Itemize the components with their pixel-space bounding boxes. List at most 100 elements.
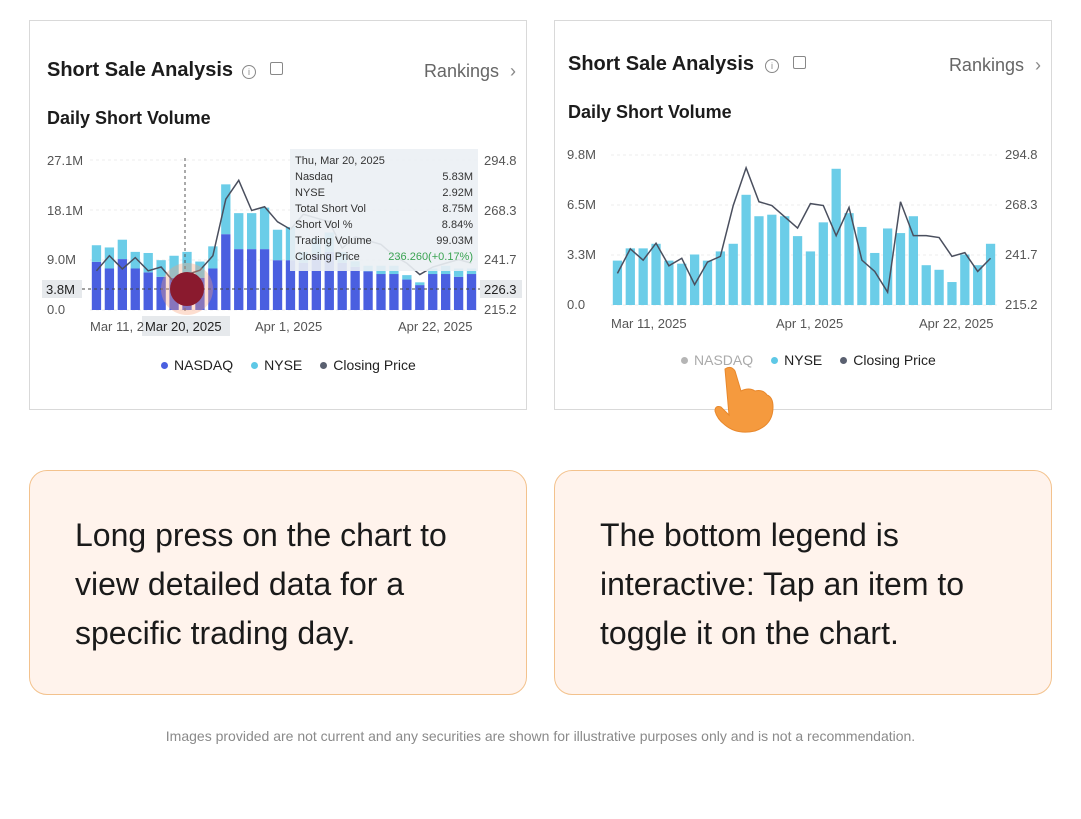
x-tick: Mar 11, 2	[90, 319, 144, 334]
y-right-tick: 294.8	[484, 153, 517, 168]
y-right-tick: 268.3	[484, 203, 517, 218]
bar-nyse	[402, 275, 412, 280]
bar-nyse	[908, 216, 918, 305]
bar-nyse	[117, 239, 127, 260]
legend-item-nyse[interactable]: NYSE	[771, 352, 822, 368]
tooltip-row: Total Short Vol 8.75M	[295, 203, 473, 215]
tooltip-date: Thu, Mar 20, 2025	[295, 155, 385, 167]
bar-nasdaq	[259, 249, 270, 310]
disclaimer: Images provided are not current and any …	[165, 728, 916, 744]
bar-nyse	[221, 184, 231, 235]
bar-nasdaq	[311, 254, 321, 310]
share-icon[interactable]	[792, 56, 806, 69]
bar-nyse	[143, 252, 153, 273]
rankings-link[interactable]: Rankings ›	[424, 61, 516, 82]
bar-nasdaq	[272, 260, 283, 310]
bar-nyse	[780, 216, 790, 305]
y-left-tick: 27.1M	[47, 153, 83, 168]
bar-nyse	[805, 251, 816, 305]
bar-nyse	[415, 282, 425, 286]
legend-dot	[681, 356, 688, 364]
chevron-right-icon: ›	[1035, 55, 1041, 75]
press-highlight-dot	[170, 272, 204, 306]
card-icons: i	[765, 56, 806, 73]
legend-item-nasdaq[interactable]: NASDAQ	[681, 352, 753, 368]
bar-nyse	[870, 252, 880, 305]
crosshair-right-value: 226.3	[484, 282, 517, 297]
bar-nyse	[844, 213, 854, 305]
x-tick: Apr 1, 2025	[255, 319, 322, 334]
bar-nyse	[259, 207, 270, 250]
bar-nyse	[247, 213, 257, 250]
y-left-tick: 9.0M	[47, 252, 76, 267]
bar-nyse	[677, 263, 687, 305]
legend-item-nasdaq[interactable]: NASDAQ	[161, 357, 233, 373]
bar-nyse	[960, 254, 970, 305]
bar-nyse	[182, 251, 192, 277]
y-right-tick: 268.3	[1005, 197, 1038, 212]
bar-nyse	[741, 194, 751, 305]
legend-item-nyse[interactable]: NYSE	[251, 357, 302, 373]
bar-nyse	[792, 236, 803, 305]
crosshair-date: Mar 20, 2025	[145, 319, 222, 334]
tooltip-row: NYSE 2.92M	[295, 187, 473, 199]
legend-dot	[161, 361, 168, 369]
closing-price-line	[616, 165, 992, 295]
tooltip-row: Nasdaq 5.83M	[295, 171, 473, 183]
bar-nyse	[973, 265, 983, 305]
y-left-tick: 0.0	[567, 297, 585, 312]
bar-nyse	[130, 251, 140, 269]
hand-pointer-icon	[714, 366, 774, 433]
y-right-tick: 215.2	[1005, 297, 1038, 312]
chart-legend: NASDAQ NYSE Closing Price	[681, 352, 936, 368]
bar-nasdaq	[208, 268, 218, 310]
short-sale-card-left: Short Sale Analysis i Rankings › Daily S…	[29, 20, 527, 410]
bar-nyse	[169, 255, 179, 278]
legend-item-closing-price[interactable]: Closing Price	[840, 352, 936, 368]
bar-nasdaq	[389, 274, 399, 310]
bar-nyse	[91, 245, 102, 262]
short-volume-chart[interactable]: 9.8M 6.5M 3.3M 0.0 294.8 268.3 241.7 215…	[555, 141, 1053, 331]
bar-nasdaq	[350, 266, 360, 310]
legend-dot	[251, 361, 259, 369]
bar-nyse	[921, 265, 931, 305]
chart-subtitle: Daily Short Volume	[568, 102, 732, 122]
info-icon[interactable]: i	[765, 59, 779, 73]
bar-nasdaq	[221, 234, 231, 310]
y-right-tick: 294.8	[1005, 147, 1038, 162]
legend-dot	[771, 356, 779, 364]
bar-nasdaq	[337, 262, 347, 310]
bar-nasdaq	[247, 249, 257, 310]
bar-nasdaq	[441, 274, 451, 310]
rankings-link[interactable]: Rankings ›	[949, 55, 1041, 76]
bar-nyse	[104, 247, 115, 269]
bar-nyse	[208, 246, 218, 269]
bar-nyse	[234, 213, 244, 250]
share-icon[interactable]	[269, 62, 283, 75]
y-left-tick: 6.5M	[567, 197, 596, 212]
bar-nasdaq	[130, 268, 140, 310]
card-title: Short Sale Analysis	[568, 53, 754, 75]
x-tick: Apr 22, 2025	[919, 316, 993, 331]
short-sale-card-right: Short Sale Analysis i Rankings › Daily S…	[554, 20, 1053, 433]
bar-nasdaq	[117, 259, 127, 310]
bar-nyse	[818, 222, 828, 305]
chart-subtitle: Daily Short Volume	[47, 108, 211, 128]
bar-nyse	[985, 243, 996, 305]
bar-nyse	[754, 216, 764, 305]
x-tick: Apr 22, 2025	[398, 319, 472, 334]
bar-nasdaq	[234, 249, 244, 310]
bar-nasdaq	[285, 260, 296, 310]
x-tick: Mar 11, 2025	[611, 316, 687, 331]
bar-nasdaq	[428, 274, 438, 310]
bar-nyse	[612, 260, 623, 305]
bar-nasdaq	[104, 268, 115, 310]
chart-legend: NASDAQ NYSE Closing Price	[161, 357, 416, 373]
hint-text: Long press on the chart to view detailed…	[75, 517, 447, 651]
info-icon[interactable]: i	[242, 65, 256, 79]
bar-nasdaq	[143, 272, 153, 310]
card-title: Short Sale Analysis	[47, 59, 233, 81]
legend-item-closing-price[interactable]: Closing Price	[320, 357, 416, 373]
y-left-tick: 3.3M	[567, 247, 596, 262]
bar-nyse	[453, 268, 464, 277]
